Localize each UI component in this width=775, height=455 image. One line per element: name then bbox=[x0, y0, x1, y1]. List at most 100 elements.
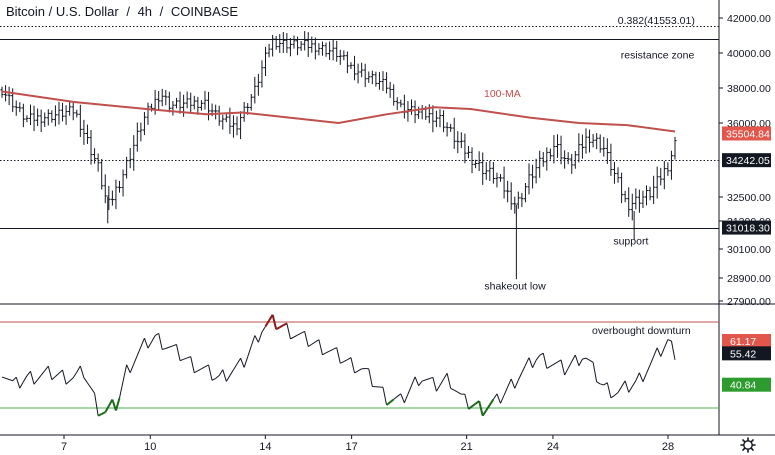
rsi-segment bbox=[446, 373, 452, 389]
rsi-segment bbox=[194, 370, 199, 374]
rsi-segment bbox=[47, 366, 53, 380]
y-tick-label: 27900.00 bbox=[727, 296, 771, 308]
rsi-segment bbox=[83, 377, 88, 384]
annotation-3: shakeout low bbox=[484, 281, 546, 293]
rsi-segment bbox=[557, 359, 562, 363]
rsi-segment bbox=[500, 395, 505, 404]
candle bbox=[14, 100, 18, 116]
price-tag: 35504.84 bbox=[722, 126, 771, 140]
candle bbox=[587, 129, 592, 153]
rsi-segment bbox=[631, 380, 637, 387]
time-axis[interactable]: 7 10 14 17 21 24 28 bbox=[61, 435, 674, 453]
candle bbox=[139, 122, 143, 142]
x-tick-label: 14 bbox=[259, 441, 271, 453]
candle bbox=[527, 163, 531, 195]
candle bbox=[552, 135, 556, 164]
candle bbox=[513, 196, 517, 214]
rsi-segment bbox=[250, 335, 256, 347]
symbol-name: Bitcoin / U.S. Dollar bbox=[6, 4, 119, 19]
candle bbox=[295, 36, 300, 56]
candle bbox=[473, 159, 478, 169]
candle bbox=[110, 190, 114, 206]
rsi-segment bbox=[340, 361, 345, 364]
candle bbox=[466, 146, 471, 159]
candle bbox=[655, 166, 659, 199]
rsi-segment bbox=[186, 356, 191, 359]
ma-label: 100-MA bbox=[484, 88, 521, 100]
rsi-segment bbox=[642, 373, 647, 382]
candle bbox=[224, 113, 228, 123]
candle bbox=[352, 55, 357, 81]
chart-header: Bitcoin / U.S. Dollar / 4h / COINBASE bbox=[6, 4, 238, 19]
rsi-segment bbox=[553, 361, 558, 365]
rsi-segment bbox=[183, 357, 188, 360]
rsi-segment bbox=[578, 358, 583, 366]
x-tick-label: 10 bbox=[144, 441, 156, 453]
rsi-segment bbox=[418, 380, 423, 386]
candle bbox=[388, 81, 392, 98]
candle bbox=[185, 91, 189, 109]
rsi-segment bbox=[211, 377, 216, 381]
candle bbox=[456, 131, 460, 154]
candle bbox=[164, 89, 168, 106]
candle bbox=[392, 84, 396, 106]
candle bbox=[306, 32, 310, 57]
rsi-segment bbox=[574, 354, 580, 366]
candle bbox=[666, 162, 670, 176]
rsi-segment bbox=[190, 356, 195, 373]
rsi-segment bbox=[143, 337, 149, 349]
rsi-segment bbox=[524, 357, 530, 366]
annotation-0: 0.382(41553.01) bbox=[618, 15, 695, 27]
rsi-annotation: overbought downturn bbox=[592, 325, 691, 337]
candle bbox=[634, 188, 638, 210]
candle bbox=[605, 138, 609, 164]
candle bbox=[502, 166, 506, 199]
candle bbox=[206, 91, 211, 121]
gear-icon[interactable] bbox=[740, 437, 756, 453]
x-tick-label: 7 bbox=[61, 441, 67, 453]
candle bbox=[591, 133, 595, 148]
rsi-segment bbox=[589, 359, 594, 363]
y-tick-label: 32500.00 bbox=[727, 192, 771, 204]
candle bbox=[89, 129, 93, 165]
rsi-segment bbox=[90, 387, 95, 394]
rsi-segment bbox=[624, 380, 630, 393]
rsi-segment bbox=[204, 364, 209, 368]
candle bbox=[495, 172, 499, 188]
candle bbox=[313, 37, 317, 60]
candle bbox=[18, 102, 22, 113]
rsi-segment bbox=[403, 393, 409, 404]
rsi-segment bbox=[247, 345, 252, 357]
rsi-segment bbox=[546, 365, 551, 369]
candle bbox=[509, 182, 513, 210]
candle bbox=[470, 147, 474, 174]
title-sep-1: / bbox=[126, 4, 130, 19]
rsi-segment bbox=[393, 396, 398, 400]
candle bbox=[92, 148, 97, 164]
candle bbox=[36, 108, 40, 127]
rsi-segment bbox=[628, 386, 633, 393]
candle bbox=[267, 43, 271, 58]
candle bbox=[545, 147, 549, 171]
rsi-segment bbox=[97, 413, 103, 417]
rsi-segment bbox=[621, 380, 626, 387]
rsi-segment bbox=[44, 365, 49, 371]
rsi-segment bbox=[564, 368, 569, 376]
candle bbox=[64, 105, 68, 125]
rsi-segment bbox=[560, 359, 566, 376]
candle bbox=[317, 43, 321, 56]
candle bbox=[349, 62, 353, 70]
rsi-segment bbox=[104, 405, 110, 413]
candle bbox=[662, 161, 666, 190]
rsi-segment bbox=[40, 370, 46, 376]
rsi-segment bbox=[411, 376, 416, 386]
candle bbox=[107, 185, 111, 211]
rsi-tag-bg bbox=[722, 333, 771, 348]
price-tag: 31018.30 bbox=[722, 220, 771, 235]
candle bbox=[142, 111, 147, 136]
rsi-segment bbox=[567, 361, 573, 369]
ma-line bbox=[1, 90, 676, 133]
candle bbox=[146, 102, 150, 125]
rsi-segment bbox=[414, 376, 420, 386]
